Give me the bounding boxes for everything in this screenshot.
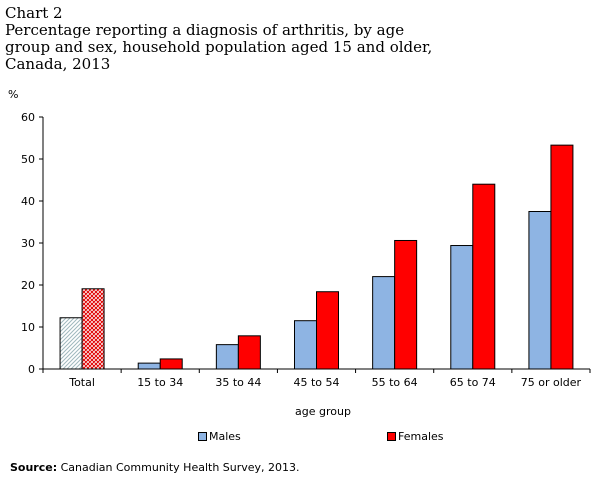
x-tick-label: 35 to 44 (215, 376, 261, 389)
x-axis-title: age group (295, 405, 351, 418)
bar-females (237, 335, 261, 370)
bar-males (215, 344, 239, 370)
x-tick-label: 55 to 64 (372, 376, 418, 389)
bar-females (472, 183, 496, 370)
x-tick-label: 45 to 54 (293, 376, 339, 389)
bar-males (450, 245, 474, 370)
bar-females (316, 291, 339, 370)
y-unit-label: % (8, 88, 19, 101)
chart-title-line-2: group and sex, household population aged… (5, 38, 433, 56)
y-tick-label: 20 (21, 279, 35, 292)
bar-males (528, 211, 552, 370)
bar-males (137, 362, 161, 370)
x-tick-label: Total (68, 376, 95, 389)
legend-item-females: Females (387, 430, 444, 443)
y-tick-label: 0 (28, 363, 35, 376)
source-text: Canadian Community Health Survey, 2013. (60, 461, 300, 474)
bar-females (159, 358, 183, 370)
y-tick-label: 40 (21, 195, 35, 208)
y-tick-label: 50 (21, 153, 35, 166)
x-tick-label: 65 to 74 (450, 376, 496, 389)
bar-males (59, 317, 83, 370)
bar-males (294, 320, 317, 370)
chart-title: Chart 2 Percentage reporting a diagnosis… (5, 5, 595, 73)
legend-swatch-females (387, 432, 396, 441)
source-note: Source: Canadian Community Health Survey… (10, 461, 300, 474)
chart-number: Chart 2 (5, 4, 63, 22)
bar-males (372, 276, 396, 370)
x-tick-label: 15 to 34 (137, 376, 183, 389)
legend-label-males: Males (209, 430, 241, 443)
bar-females (81, 288, 105, 370)
source-label: Source: (10, 461, 58, 474)
bar-females (550, 144, 574, 370)
legend-item-males: Males (198, 430, 241, 443)
y-tick-label: 10 (21, 321, 35, 334)
x-tick-label: 75 or older (521, 376, 582, 389)
bar-females (394, 239, 418, 370)
legend-swatch-males (198, 432, 207, 441)
chart-title-line-1: Percentage reporting a diagnosis of arth… (5, 21, 405, 39)
legend-label-females: Females (398, 430, 444, 443)
y-tick-label: 30 (21, 237, 35, 250)
y-tick-label: 60 (21, 111, 35, 124)
chart-title-line-3: Canada, 2013 (5, 55, 111, 73)
